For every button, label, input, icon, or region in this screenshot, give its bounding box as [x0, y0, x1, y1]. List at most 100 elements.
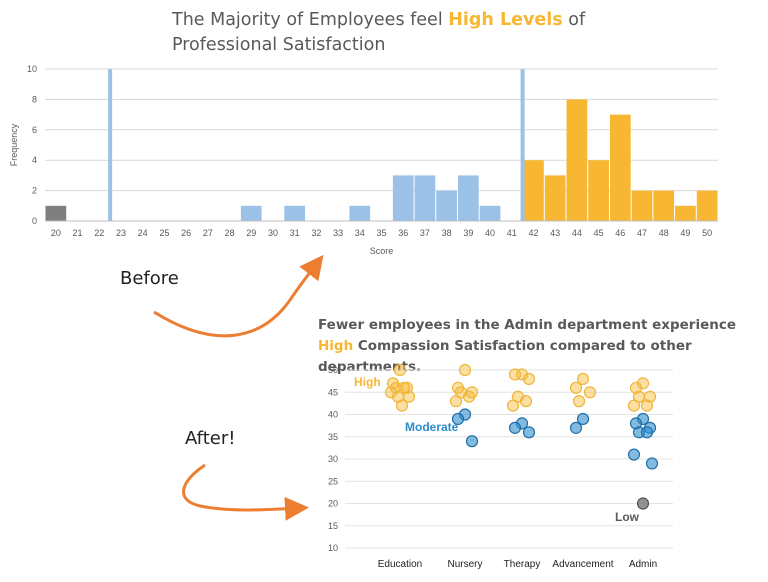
histogram-bar — [653, 190, 675, 221]
scatter-point-high — [384, 386, 398, 399]
scatter-y-tick-label: 15 — [328, 521, 338, 531]
scatter-point-high — [629, 381, 643, 394]
histogram-bar — [566, 99, 588, 221]
histogram-x-tick-label: 47 — [637, 228, 647, 238]
scatter-y-tick-label: 20 — [328, 499, 338, 509]
scatter-y-tick-label: 50 — [328, 365, 338, 375]
histogram-bar — [45, 205, 67, 221]
histogram-x-tick-label: 28 — [225, 228, 235, 238]
scatter-x-tick-label: Education — [378, 559, 422, 570]
scatter-point-high — [462, 390, 476, 403]
scatter-point-moderate — [640, 426, 654, 439]
scatter-point-high — [583, 386, 597, 399]
after-label: After! — [185, 428, 236, 449]
histogram-bar — [588, 160, 609, 221]
scatter-y-tick-label: 30 — [328, 454, 338, 464]
scatter-point-high — [522, 372, 536, 385]
scatter-point-moderate — [451, 412, 465, 426]
histogram-bar — [523, 160, 544, 221]
histogram-y-tick-label: 4 — [32, 155, 37, 165]
scatter-title-rest: Compassion Satisfaction compared to othe… — [318, 338, 692, 375]
scatter-point-high — [395, 399, 409, 412]
histogram-x-tick-label: 31 — [290, 228, 300, 238]
histogram-x-tick-label: 37 — [420, 228, 430, 238]
scatter-y-tick-label: 25 — [328, 476, 338, 486]
scatter-point-moderate — [522, 426, 536, 439]
scatter-x-tick-label: Therapy — [504, 559, 541, 570]
scatter-point-high — [636, 377, 650, 390]
histogram-bar — [284, 205, 306, 221]
histogram-x-tick-label: 35 — [376, 228, 386, 238]
histogram-title-highlight: High Levels — [448, 10, 563, 30]
scatter-point-high — [458, 363, 472, 377]
scatter-point-high — [576, 372, 590, 385]
histogram-y-tick-label: 8 — [32, 94, 37, 104]
scatter-y-tick-label: 10 — [328, 543, 338, 553]
histogram-x-tick-label: 43 — [550, 228, 560, 238]
scatter-annotation-low: Low — [615, 510, 640, 524]
histogram-x-tick-label: 26 — [181, 228, 191, 238]
histogram-x-tick-label: 42 — [528, 228, 538, 238]
scatter-point-moderate — [508, 421, 522, 434]
histogram-x-tick-label: 29 — [246, 228, 256, 238]
scatter-point-moderate — [465, 435, 479, 448]
histogram-x-tick-label: 46 — [615, 228, 625, 238]
histogram-x-tick-label: 23 — [116, 228, 126, 238]
histogram-bar — [479, 205, 501, 221]
histogram-x-tick-label: 33 — [333, 228, 343, 238]
scatter-point-moderate — [627, 448, 641, 461]
histogram-bar — [436, 190, 457, 221]
histogram-x-tick-label: 45 — [594, 228, 604, 238]
scatter-y-tick-label: 40 — [328, 410, 338, 420]
scatter-title: Fewer employees in the Admin department … — [318, 315, 768, 378]
scatter-point-moderate — [576, 412, 590, 426]
histogram-title-line-2: Professional Satisfaction — [172, 35, 386, 55]
histogram-bar — [414, 175, 436, 221]
histogram-bar — [696, 190, 718, 221]
scatter-point-high — [572, 395, 586, 408]
scatter-point-high — [640, 399, 654, 412]
histogram-bar — [631, 190, 653, 221]
histogram-x-tick-label: 38 — [442, 228, 452, 238]
histogram-bar — [609, 114, 631, 221]
scatter-point-moderate — [569, 421, 583, 434]
histogram-x-tick-label: 25 — [159, 228, 169, 238]
histogram-bar — [240, 205, 262, 221]
histogram-x-tick-label: 20 — [51, 228, 61, 238]
histogram-y-tick-label: 0 — [32, 216, 37, 226]
scatter-point-moderate — [645, 457, 659, 470]
histogram-x-tick-label: 34 — [355, 228, 365, 238]
scatter-annotation-high: High — [354, 375, 381, 389]
histogram-title-part-1: The Majority of Employees feel — [172, 10, 449, 30]
histogram-bar — [392, 175, 414, 221]
scatter-point-high — [449, 395, 463, 408]
histogram-x-tick-label: 27 — [203, 228, 213, 238]
histogram-x-tick-label: 48 — [659, 228, 669, 238]
histogram-x-tick-label: 30 — [268, 228, 278, 238]
scatter-y-tick-label: 35 — [328, 432, 338, 442]
histogram-x-tick-label: 39 — [463, 228, 473, 238]
histogram-x-axis-label: Score — [370, 246, 394, 256]
histogram-x-tick-label: 40 — [485, 228, 495, 238]
histogram-x-tick-label: 24 — [138, 228, 148, 238]
histogram-title: The Majority of Employees feel High Leve… — [172, 8, 585, 58]
histogram-bar — [544, 175, 566, 221]
scatter-point-low — [636, 497, 650, 510]
scatter-annotation-moderate: Moderate — [405, 420, 459, 434]
histogram-y-tick-label: 6 — [32, 125, 37, 135]
histogram-x-tick-label: 22 — [94, 228, 104, 238]
scatter-point-high — [393, 363, 407, 377]
histogram-x-tick-label: 32 — [311, 228, 321, 238]
histogram-bar — [457, 175, 479, 221]
scatter-x-tick-label: Admin — [629, 559, 657, 570]
scatter-point-high — [508, 368, 522, 381]
histogram-title-part-3: of — [562, 10, 586, 30]
histogram-x-tick-label: 36 — [398, 228, 408, 238]
histogram-x-tick-label: 49 — [680, 228, 690, 238]
histogram-bar — [675, 205, 696, 221]
histogram-y-tick-label: 2 — [32, 186, 37, 196]
histogram-x-tick-label: 44 — [572, 228, 582, 238]
scatter-title-highlight: High — [318, 338, 354, 354]
